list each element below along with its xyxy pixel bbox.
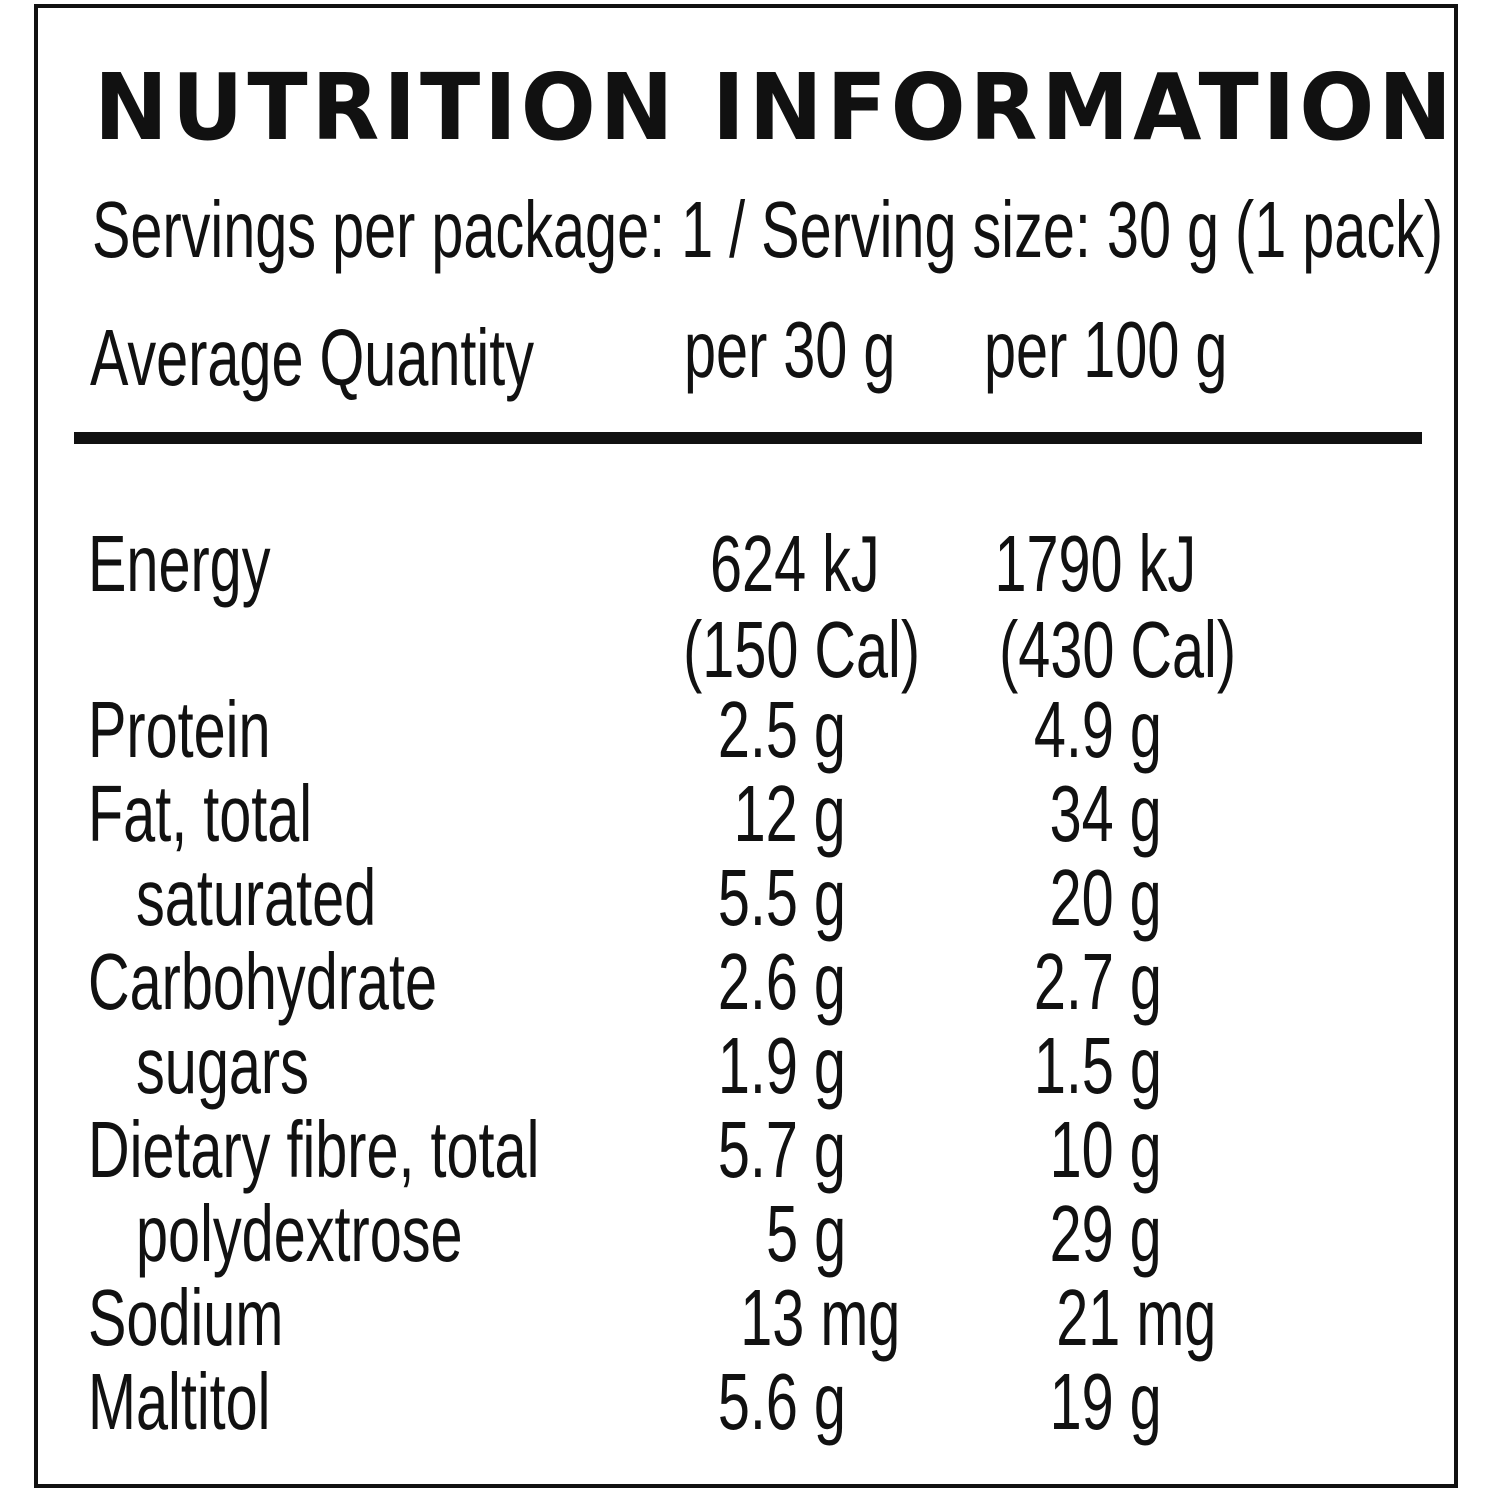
row-energy-cal-per-serving: (150 Cal): [683, 605, 920, 694]
row-name-dietary-fibre-total: Dietary fibre, total: [88, 1105, 540, 1194]
panel-title: NUTRITION INFORMATION: [94, 54, 1456, 161]
row-polydextrose-per-100g: 29 g: [1049, 1189, 1162, 1278]
header-average-quantity: Average Quantity: [90, 313, 535, 402]
row-name-fat-total: Fat, total: [88, 769, 313, 858]
row-name-saturated: saturated: [136, 853, 377, 942]
header-divider: [74, 432, 1422, 444]
row-energy-cal-per-100g: (430 Cal): [999, 605, 1236, 694]
header-per-100g: per 100 g: [984, 305, 1228, 394]
row-maltitol-per-100g: 19 g: [1049, 1357, 1162, 1446]
row-energy-per-serving: 624 kJ: [710, 519, 880, 608]
row-name-sugars: sugars: [136, 1021, 309, 1110]
row-name-sodium: Sodium: [88, 1273, 284, 1362]
row-name-polydextrose: polydextrose: [136, 1189, 463, 1278]
row-dietary-fibre-per-serving: 5.7 g: [717, 1105, 846, 1194]
row-sugars-per-100g: 1.5 g: [1033, 1021, 1162, 1110]
row-fat-total-per-100g: 34 g: [1049, 769, 1162, 858]
row-protein-per-100g: 4.9 g: [1033, 685, 1162, 774]
row-dietary-fibre-per-100g: 10 g: [1049, 1105, 1162, 1194]
row-polydextrose-per-serving: 5 g: [765, 1189, 846, 1278]
nutrition-panel: [34, 4, 1458, 1488]
row-name-maltitol: Maltitol: [88, 1357, 271, 1446]
row-fat-total-per-serving: 12 g: [733, 769, 846, 858]
header-per-serving: per 30 g: [684, 305, 896, 394]
row-saturated-per-serving: 5.5 g: [717, 853, 846, 942]
servings-line: Servings per package: 1 / Serving size: …: [92, 185, 1444, 274]
row-name-protein: Protein: [88, 685, 271, 774]
row-sugars-per-serving: 1.9 g: [717, 1021, 846, 1110]
row-name-energy: Energy: [88, 519, 271, 608]
row-saturated-per-100g: 20 g: [1049, 853, 1162, 942]
row-name-carbohydrate: Carbohydrate: [88, 937, 438, 1026]
row-carbohydrate-per-serving: 2.6 g: [717, 937, 846, 1026]
row-maltitol-per-serving: 5.6 g: [717, 1357, 846, 1446]
row-energy-per-100g: 1790 kJ: [994, 519, 1196, 608]
row-carbohydrate-per-100g: 2.7 g: [1033, 937, 1162, 1026]
row-protein-per-serving: 2.5 g: [717, 685, 846, 774]
row-sodium-per-100g: 21 mg: [1055, 1273, 1216, 1362]
row-sodium-per-serving: 13 mg: [739, 1273, 900, 1362]
